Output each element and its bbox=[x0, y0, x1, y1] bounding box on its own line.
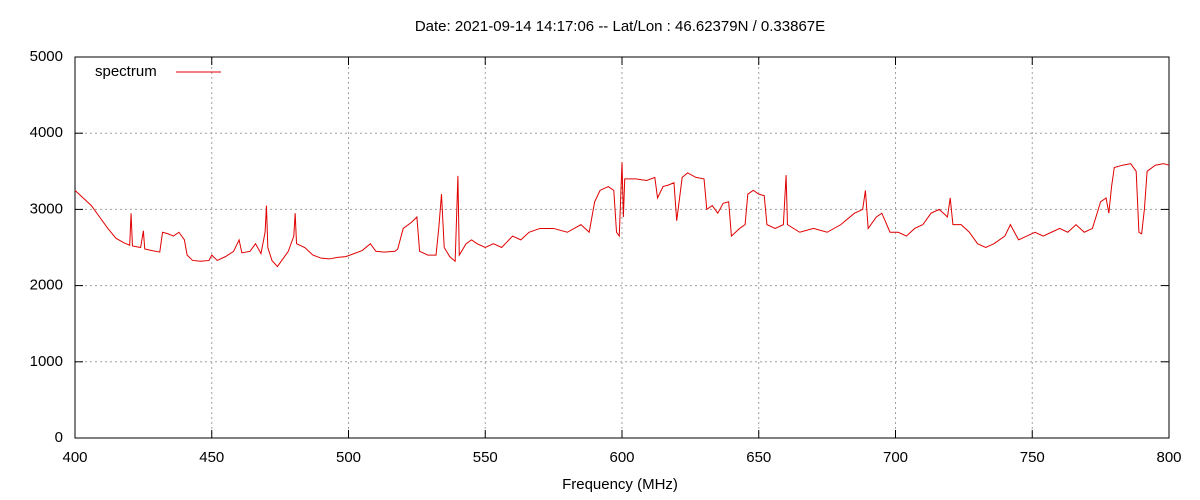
x-tick-label: 700 bbox=[883, 449, 908, 466]
y-tick-label: 4000 bbox=[30, 124, 63, 141]
x-tick-label: 750 bbox=[1020, 449, 1045, 466]
x-tick-label: 450 bbox=[199, 449, 224, 466]
x-tick-label: 400 bbox=[62, 449, 87, 466]
y-tick-label: 5000 bbox=[30, 48, 63, 65]
plot-frame bbox=[74, 56, 1170, 439]
legend-label: spectrum bbox=[95, 63, 157, 80]
line-series bbox=[74, 162, 1170, 268]
y-tick-label: 0 bbox=[55, 429, 63, 446]
y-tick-label: 2000 bbox=[30, 277, 63, 294]
x-tick-label: 600 bbox=[609, 449, 634, 466]
y-tick-label: 1000 bbox=[30, 353, 63, 370]
x-tick-label: 550 bbox=[473, 449, 498, 466]
chart-title: Date: 2021-09-14 14:17:06 -- Lat/Lon : 4… bbox=[415, 18, 825, 35]
x-axis-label: Frequency (MHz) bbox=[562, 476, 678, 493]
x-tick-label: 650 bbox=[746, 449, 771, 466]
x-tick-label: 800 bbox=[1156, 449, 1181, 466]
x-tick-label: 500 bbox=[336, 449, 361, 466]
y-tick-label: 3000 bbox=[30, 200, 63, 217]
